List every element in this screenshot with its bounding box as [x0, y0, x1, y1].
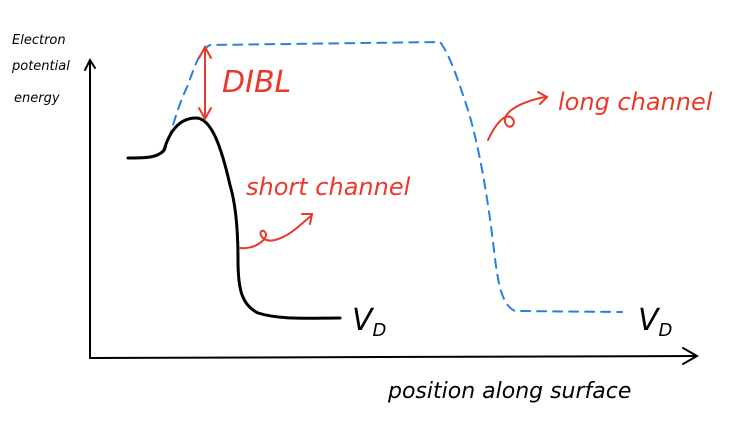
drain-voltage-long: VD — [638, 303, 672, 341]
x-axis — [89, 355, 696, 359]
drain-voltage-short: VD — [352, 303, 386, 341]
dibl-arrow — [198, 44, 212, 122]
y-label-line-2: potential — [11, 59, 70, 74]
y-axis-label: Electron potential energy — [11, 33, 74, 106]
y-label-line-3: energy — [14, 91, 60, 106]
long-channel-label: long channel — [558, 88, 713, 116]
y-label-line-1: Electron — [12, 33, 66, 48]
axes — [84, 57, 700, 365]
x-axis-label: position along surface — [387, 379, 631, 404]
short-channel-curve — [126, 116, 342, 320]
dibl-label: DIBL — [222, 65, 291, 100]
x-axis-arrowhead — [682, 347, 700, 365]
long-channel-pointer-arrow — [487, 91, 549, 141]
short-channel-label: short channel — [246, 173, 411, 201]
short-channel-pointer-arrow — [239, 213, 314, 250]
y-axis-arrowhead — [84, 57, 96, 71]
